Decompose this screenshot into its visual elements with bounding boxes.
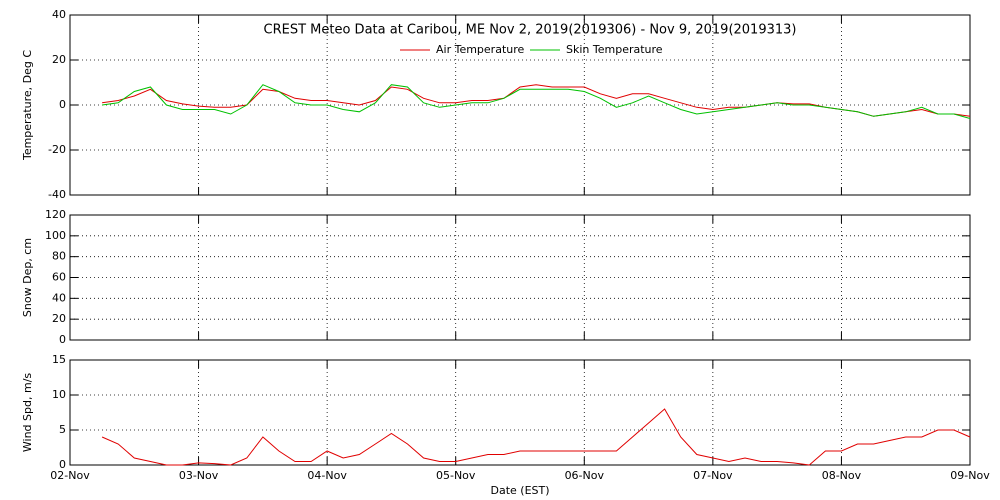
x-tick-label: 08-Nov bbox=[822, 469, 862, 482]
y-axis-label: Wind Spd, m/s bbox=[21, 373, 34, 453]
y-tick-label: 5 bbox=[59, 423, 66, 436]
y-tick-label: 40 bbox=[52, 8, 66, 21]
y-tick-label: -40 bbox=[48, 188, 66, 201]
x-tick-label: 06-Nov bbox=[565, 469, 605, 482]
data-line bbox=[101, 408, 971, 466]
x-tick-label: 07-Nov bbox=[693, 469, 733, 482]
plot-frame bbox=[69, 359, 971, 466]
x-tick-label: 04-Nov bbox=[307, 469, 347, 482]
plot-frame bbox=[69, 14, 971, 196]
y-axis-label: Temperature, Deg C bbox=[21, 50, 34, 161]
x-tick-label: 05-Nov bbox=[436, 469, 476, 482]
x-tick-label: 02-Nov bbox=[50, 469, 90, 482]
y-tick-label: 40 bbox=[52, 291, 66, 304]
y-tick-label: -20 bbox=[48, 143, 66, 156]
y-tick-label: 20 bbox=[52, 312, 66, 325]
y-tick-label: 60 bbox=[52, 271, 66, 284]
y-tick-label: 20 bbox=[52, 53, 66, 66]
y-tick-label: 0 bbox=[59, 98, 66, 111]
plot-frame bbox=[69, 214, 971, 341]
y-tick-label: 0 bbox=[59, 458, 66, 471]
y-axis-label: Snow Dep, cm bbox=[21, 238, 34, 317]
y-tick-label: 15 bbox=[52, 353, 66, 366]
y-tick-label: 120 bbox=[45, 208, 66, 221]
x-tick-label: 09-Nov bbox=[950, 469, 990, 482]
y-tick-label: 0 bbox=[59, 333, 66, 346]
y-tick-label: 100 bbox=[45, 229, 66, 242]
chart-title: CREST Meteo Data at Caribou, ME Nov 2, 2… bbox=[264, 23, 797, 38]
y-tick-label: 80 bbox=[52, 250, 66, 263]
data-line bbox=[102, 84, 971, 119]
x-axis-label: Date (EST) bbox=[490, 484, 549, 497]
legend-label: Skin Temperature bbox=[566, 43, 663, 56]
y-tick-label: 10 bbox=[52, 388, 66, 401]
legend-label: Air Temperature bbox=[436, 43, 525, 56]
x-tick-label: 03-Nov bbox=[179, 469, 219, 482]
